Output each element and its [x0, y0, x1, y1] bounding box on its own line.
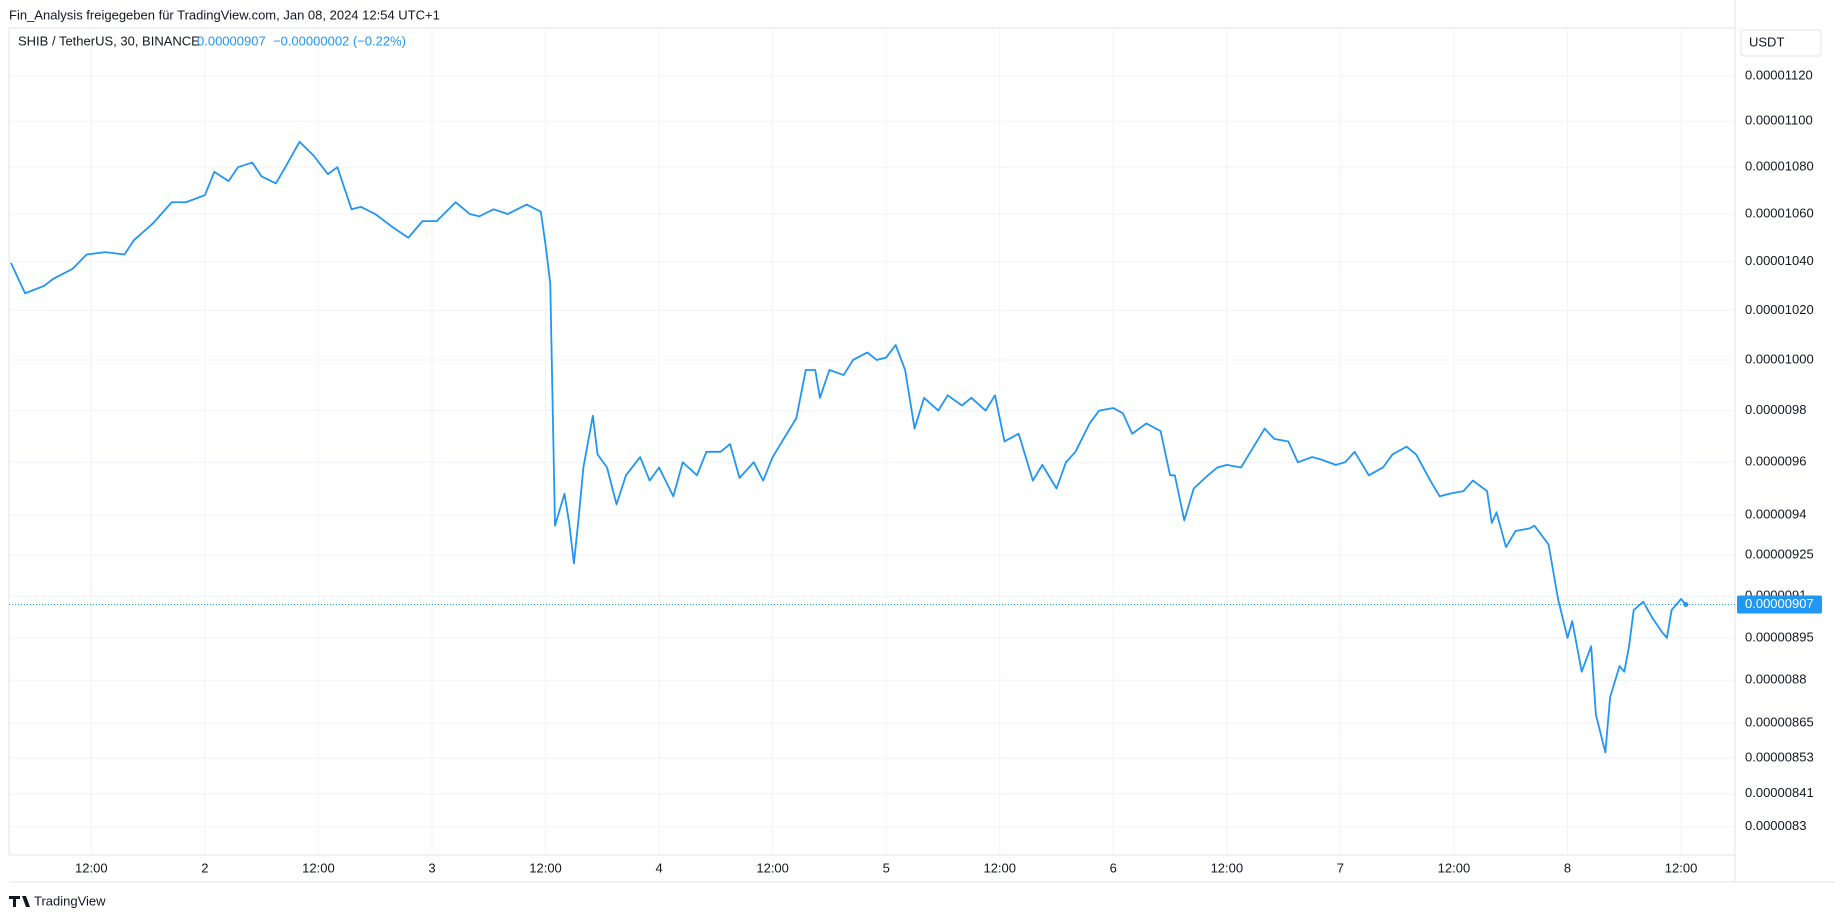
y-tick-label: 0.00001060: [1745, 205, 1814, 220]
y-tick-label: 0.00000865: [1745, 715, 1814, 730]
y-tick-label: 0.00000853: [1745, 750, 1814, 765]
x-tick-label: 3: [428, 860, 435, 875]
legend-price: 0.00000907: [197, 33, 266, 48]
y-tick-label: 0.0000088: [1745, 672, 1806, 687]
x-tick-label: 12:00: [1211, 860, 1244, 875]
plot-frame: [8, 27, 1736, 856]
currency-button[interactable]: [1740, 29, 1822, 57]
x-tick-label: 12:00: [302, 860, 335, 875]
brand-logo: [9, 896, 30, 907]
grid: [9, 28, 1735, 855]
marks: [9, 140, 1735, 754]
y-tick-label: 0.0000096: [1745, 454, 1806, 469]
y-tick-label: 0.00001120: [1745, 68, 1813, 83]
x-tick-label: 12:00: [529, 860, 562, 875]
y-tick-label: 0.00001080: [1745, 159, 1814, 174]
x-tick-label: 8: [1564, 860, 1571, 875]
y-tick-label: 0.00000925: [1745, 547, 1814, 562]
currency-label[interactable]: USDT: [1749, 34, 1784, 49]
y-tick-label: 0.00001020: [1745, 302, 1814, 317]
y-tick-label: 0.00000841: [1745, 785, 1814, 800]
x-tick-label: 12:00: [1665, 860, 1698, 875]
price-line: [10, 140, 1687, 754]
share-caption: Fin_Analysis freigegeben für TradingView…: [9, 7, 440, 22]
brand: TradingView: [34, 893, 106, 908]
y-tick-label: 0.0000098: [1745, 402, 1806, 417]
x-tick-label: 2: [201, 860, 208, 875]
symbol-title: SHIB / TetherUS, 30, BINANCE: [18, 33, 200, 48]
x-tick-label: 12:00: [75, 860, 108, 875]
y-tick-label: 0.00001000: [1745, 351, 1814, 366]
legend-change: −0.00000002 (−0.22%): [273, 33, 406, 48]
x-tick-label: 5: [883, 860, 890, 875]
y-tick-label: 0.00001100: [1745, 113, 1813, 128]
y-tick-label: 0.0000083: [1745, 818, 1806, 833]
last-point: [1683, 602, 1689, 608]
y-tick-label: 0.0000094: [1745, 506, 1806, 521]
last-price-label: 0.00000907: [1745, 596, 1814, 611]
last-price-badge: [1737, 595, 1822, 614]
x-tick-label: 12:00: [1438, 860, 1471, 875]
x-tick-label: 4: [655, 860, 662, 875]
x-tick-label: 6: [1110, 860, 1117, 875]
x-tick-label: 12:00: [756, 860, 789, 875]
y-tick-label: 0.00000895: [1745, 629, 1814, 644]
y-tick-label: 0.00001040: [1745, 253, 1814, 268]
x-tick-label: 7: [1337, 860, 1344, 875]
x-tick-label: 12:00: [983, 860, 1016, 875]
